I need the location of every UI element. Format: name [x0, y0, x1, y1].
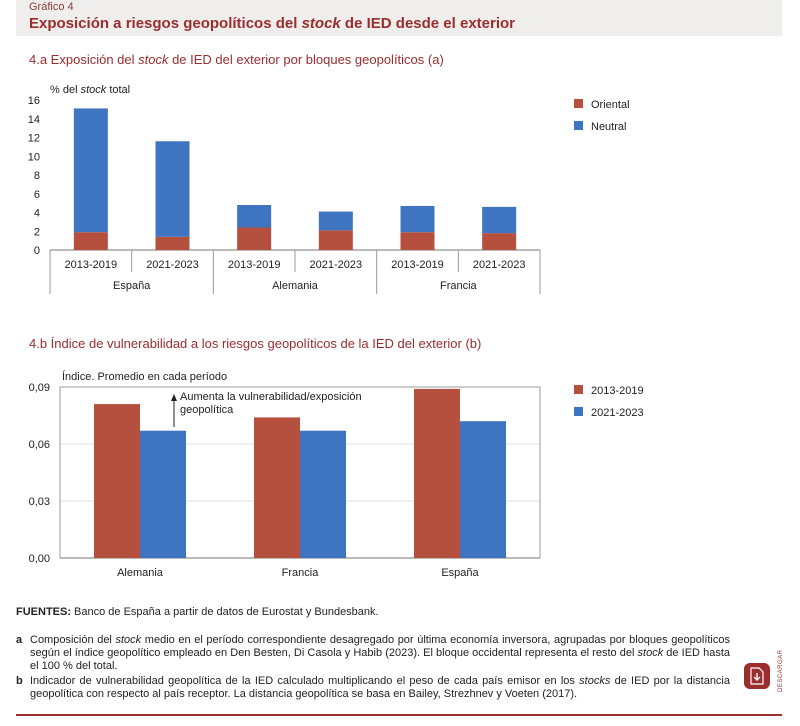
chart-a: % del stock total 0 2 4 6 8 10 12 14 16 2013-2019 2… — [28, 84, 630, 294]
chart-a-bar-neutral — [73, 108, 108, 233]
chart-a-xtick: 2021-2023 — [146, 259, 199, 271]
chart-b-annotation-arrowhead — [171, 394, 177, 401]
note-a-letter: a — [16, 634, 23, 646]
chart-a-title-post: de IED del exterior por bloques geopolít… — [168, 52, 444, 67]
chart-a-xtick: 2021-2023 — [473, 259, 526, 271]
chart-b-bars — [94, 388, 506, 558]
figure-title-post: de IED desde el exterior — [340, 15, 516, 32]
chart-a-group-label: Alemania — [272, 280, 319, 292]
chart-a-xtick: 2021-2023 — [310, 259, 363, 271]
title-bar — [16, 0, 782, 36]
chart-a-ytick: 6 — [34, 189, 40, 201]
note-a-text: Composición del stock medio en el períod… — [30, 634, 730, 673]
chart-a-ylabel: % del stock total — [50, 84, 130, 96]
chart-a-ylabel-em: stock — [81, 84, 107, 96]
chart-a-xtick: 2013-2019 — [391, 259, 444, 271]
bottom-rule — [16, 714, 782, 716]
chart-b-bar-series2 — [140, 430, 186, 558]
note-b-t1: Indicador de vulnerabilidad geopolítica … — [30, 675, 580, 687]
chart-b-ytick: 0,03 — [29, 496, 50, 508]
chart-a-ytick: 8 — [34, 170, 40, 182]
note-b-t2: de IED por la distancia geopolítica con … — [30, 675, 730, 700]
chart-a-ytick: 10 — [28, 151, 40, 163]
note-a-e2: stock — [637, 647, 664, 659]
chart-b-legend-label: 2021-2023 — [591, 407, 644, 419]
chart-b-legend-swatch — [574, 385, 583, 394]
chart-b-legend-label: 2013-2019 — [591, 385, 644, 397]
chart-a-xtick: 2013-2019 — [65, 259, 118, 271]
chart-a-ytick: 16 — [28, 95, 40, 107]
chart-a-ytick: 2 — [34, 226, 40, 238]
figure-title-em: stock — [301, 15, 341, 32]
chart-a-bar-neutral — [318, 211, 353, 231]
chart-a-ytick: 0 — [34, 245, 40, 257]
chart-a-ylabel-pre: % del — [50, 84, 81, 96]
note-a: a Composición del stock medio en el perí… — [16, 634, 730, 673]
chart-a-legend-swatch — [574, 121, 583, 130]
chart-b-xtick: Francia — [282, 567, 320, 579]
figure-title: Exposición a riesgos geopolíticos del st… — [29, 15, 515, 32]
chart-b-legend-swatch — [574, 407, 583, 416]
chart-a-bars — [73, 108, 517, 250]
chart-a-bar-neutral — [482, 206, 517, 234]
chart-a-bar-oriental — [237, 227, 272, 250]
figure-label: Gráfico 4 — [29, 1, 74, 13]
chart-a-bar-oriental — [318, 230, 353, 250]
chart-a-bar-oriental — [155, 236, 190, 250]
chart-b-xtick: Alemania — [117, 567, 164, 579]
chart-a-legend-label: Neutral — [591, 121, 626, 133]
note-a-t2: medio en el período correspondiente desa… — [30, 634, 730, 659]
download-button[interactable] — [744, 663, 770, 689]
chart-a-ylabel-post: total — [106, 84, 130, 96]
note-a-t1: Composición del — [30, 634, 116, 646]
note-b-e1: stocks — [579, 675, 611, 687]
chart-b-ytick: 0,09 — [29, 382, 50, 394]
chart-b-annotation-line2: geopolítica — [180, 404, 234, 416]
chart-a-bar-neutral — [400, 205, 435, 233]
chart-a-ytick: 4 — [34, 208, 40, 220]
chart-a-bar-neutral — [155, 141, 190, 237]
chart-b-ylabel: Índice. Promedio en cada período — [62, 370, 227, 383]
chart-b: Índice. Promedio en cada período 0,00 0,03… — [29, 370, 644, 579]
note-a-e1: stock — [115, 634, 142, 646]
chart-a-title: 4.a Exposición del stock de IED del exte… — [29, 52, 444, 67]
chart-b-ytick: 0,00 — [29, 553, 50, 565]
note-a-t3: de IED hasta el 100 % del total. — [30, 647, 730, 672]
chart-b-title: 4.b Índice de vulnerabilidad a los riesg… — [29, 336, 482, 351]
chart-a-ytick: 12 — [28, 133, 40, 145]
chart-a-bar-oriental — [482, 233, 517, 250]
chart-a-xtick: 2013-2019 — [228, 259, 281, 271]
chart-b-bar-series1 — [254, 417, 300, 558]
chart-b-bar-series2 — [300, 430, 346, 558]
note-b-text: Indicador de vulnerabilidad geopolítica … — [30, 675, 730, 701]
note-b: b Indicador de vulnerabilidad geopolític… — [16, 675, 730, 701]
sources-label: FUENTES: — [16, 606, 71, 618]
chart-b-bar-series1 — [414, 388, 460, 558]
chart-a-legend: Oriental Neutral — [574, 99, 630, 133]
chart-a-title-pre: 4.a Exposición del — [29, 52, 139, 67]
chart-a-legend-swatch — [574, 99, 583, 108]
chart-a-bar-neutral — [237, 205, 272, 228]
chart-a-legend-label: Oriental — [591, 99, 630, 111]
chart-b-legend: 2013-2019 2021-2023 — [574, 385, 644, 419]
chart-a-bar-oriental — [400, 232, 435, 250]
chart-b-annotation-line1: Aumenta la vulnerabilidad/exposición — [180, 391, 362, 403]
figure-title-pre: Exposición a riesgos geopolíticos del — [29, 15, 302, 32]
chart-a-group-label: Francia — [440, 280, 478, 292]
note-b-letter: b — [16, 675, 23, 687]
download-icon — [750, 667, 764, 685]
chart-b-bar-series1 — [94, 404, 140, 558]
chart-a-ytick: 14 — [28, 114, 40, 126]
chart-b-xtick: España — [441, 567, 479, 579]
sources-text: Banco de España a partir de datos de Eur… — [71, 606, 379, 618]
chart-a-bar-oriental — [73, 232, 108, 250]
chart-b-ytick: 0,06 — [29, 439, 50, 451]
download-label: DESCARGAR — [778, 649, 784, 692]
sources: FUENTES: Banco de España a partir de dat… — [16, 606, 379, 618]
chart-a-group-label: España — [113, 280, 151, 292]
chart-a-title-em: stock — [138, 52, 169, 67]
chart-a-axes: % del stock total 0 2 4 6 8 10 12 14 16 2013-2019 2… — [28, 84, 541, 294]
chart-b-bar-series2 — [460, 421, 506, 558]
